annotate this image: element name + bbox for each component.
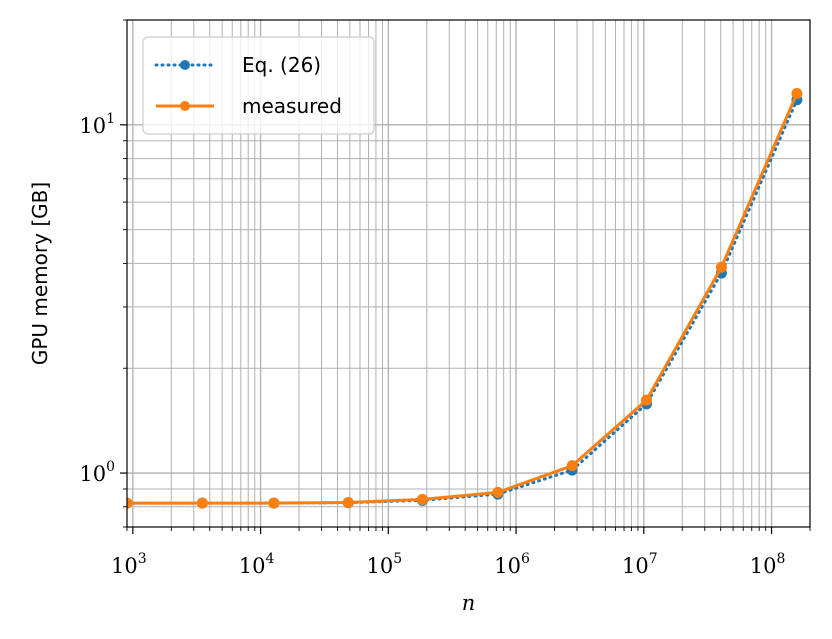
data-point-measured: [416, 493, 428, 505]
y-tick-label: 100: [79, 459, 115, 486]
data-point-measured: [715, 261, 727, 273]
x-tick-label: 106: [494, 551, 530, 578]
legend-marker-measured: [180, 101, 190, 111]
data-point-measured: [492, 486, 504, 498]
y-tick-label: 101: [79, 111, 115, 138]
series-line-measured: [127, 92, 799, 505]
series-eq-26: [127, 94, 803, 509]
x-tick-label: 105: [366, 551, 402, 578]
axis-ticks: 103 104 105 106 107 108 100 101: [79, 19, 811, 578]
series-measured: [127, 88, 803, 509]
data-point-measured: [566, 460, 578, 472]
legend-box: [142, 36, 375, 135]
data-point-measured: [342, 497, 354, 509]
series-line-eq-26: [127, 98, 799, 505]
data-point-measured: [791, 88, 803, 100]
legend-entry-eq26: Eq. (26): [154, 53, 321, 77]
x-tick-label: 108: [750, 551, 786, 578]
x-tick-label: 107: [622, 551, 658, 578]
data-point-measured: [268, 497, 280, 509]
legend-marker-eq26: [180, 60, 190, 70]
legend-entry-measured: measured: [156, 94, 342, 118]
x-tick-label: 103: [111, 551, 147, 578]
data-point-measured: [127, 497, 133, 509]
legend: Eq. (26) measured: [142, 36, 375, 135]
series-layer: [127, 88, 803, 509]
data-point-measured: [641, 394, 653, 406]
legend-label-eq26: Eq. (26): [242, 53, 321, 77]
data-point-measured: [196, 497, 208, 509]
plot-frame: [126, 19, 811, 528]
y-axis-label: GPU memory [GB]: [28, 182, 52, 365]
x-tick-label: 104: [239, 551, 275, 578]
legend-label-measured: measured: [242, 94, 342, 118]
x-axis-label: n: [462, 591, 476, 615]
